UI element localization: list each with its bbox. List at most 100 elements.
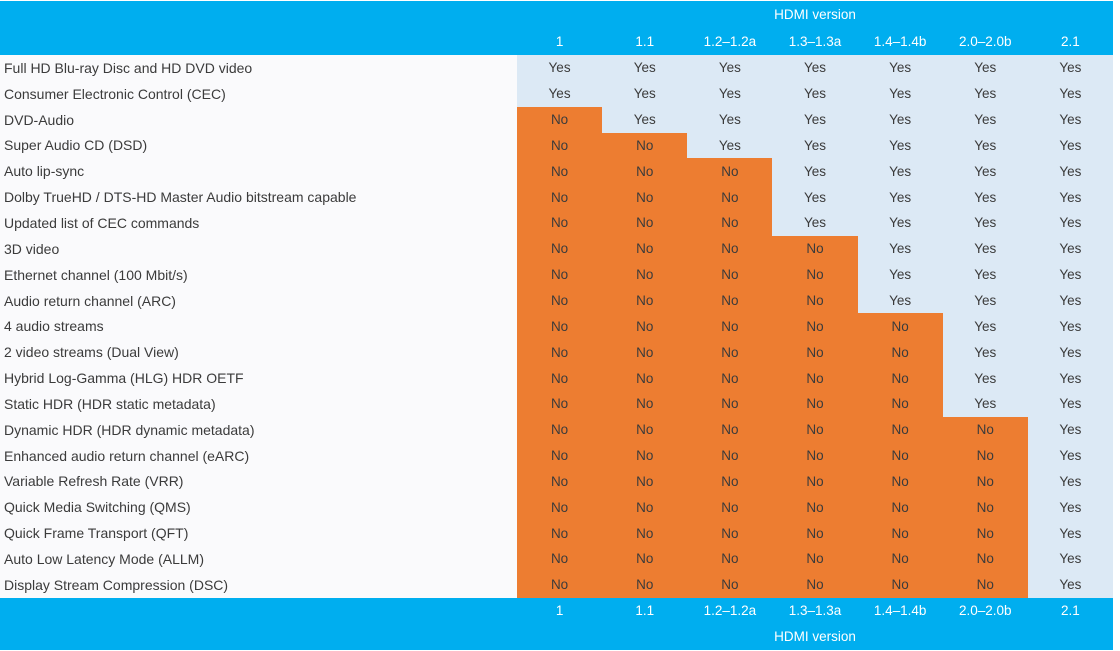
value-cell: Yes bbox=[772, 158, 858, 185]
value-cell: Yes bbox=[602, 80, 688, 107]
value-cell: Yes bbox=[942, 365, 1028, 391]
value-cell: No bbox=[857, 365, 943, 391]
feature-label: 4 audio streams bbox=[0, 313, 517, 340]
value-cell: Yes bbox=[1027, 210, 1113, 236]
table-row: Dynamic HDR (HDR dynamic metadata) No No No… bbox=[0, 416, 1113, 443]
value-cell: Yes bbox=[942, 80, 1028, 107]
column-header: 1 bbox=[555, 34, 564, 49]
feature-label: 3D video bbox=[0, 235, 517, 262]
value-cell: Yes bbox=[1027, 261, 1113, 288]
value-cell: No bbox=[517, 571, 603, 598]
feature-label: Hybrid Log-Gamma (HLG) HDR OETF bbox=[0, 365, 517, 391]
value-cell: No bbox=[687, 494, 773, 521]
value-cell: No bbox=[517, 235, 603, 262]
table-row: Enhanced audio return channel (eARC) No No… bbox=[0, 442, 1113, 469]
value-cell: No bbox=[942, 468, 1028, 495]
value-cell: Yes bbox=[772, 80, 858, 107]
column-header: 2.0–2.0b bbox=[958, 603, 1012, 619]
value-cell: Yes bbox=[857, 80, 943, 107]
column-header: 1.3–1.3a bbox=[788, 34, 842, 49]
value-cell: Yes bbox=[857, 158, 943, 185]
value-cell: No bbox=[857, 520, 943, 547]
value-cell: Yes bbox=[942, 158, 1028, 185]
value-cell: Yes bbox=[942, 313, 1028, 340]
value-cell: Yes bbox=[1027, 132, 1113, 159]
value-cell: No bbox=[687, 365, 773, 391]
value-cell: Yes bbox=[1027, 158, 1113, 185]
value-cell: Yes bbox=[857, 106, 943, 133]
column-header: 1.4–1.4b bbox=[873, 34, 927, 49]
value-cell: No bbox=[602, 339, 688, 366]
value-cell: Yes bbox=[857, 235, 943, 262]
table-row: Full HD Blu-ray Disc and HD DVD video Yes… bbox=[0, 55, 1113, 81]
value-cell: No bbox=[857, 313, 943, 340]
column-header: 1.1 bbox=[635, 603, 655, 619]
value-cell: Yes bbox=[1027, 235, 1113, 262]
value-cell: No bbox=[602, 132, 688, 159]
feature-label: Auto Low Latency Mode (ALLM) bbox=[0, 546, 517, 572]
value-cell: Yes bbox=[602, 55, 688, 81]
value-cell: No bbox=[602, 235, 688, 262]
value-cell: No bbox=[517, 184, 603, 211]
value-cell: No bbox=[602, 546, 688, 572]
value-cell: Yes bbox=[857, 132, 943, 159]
value-cell: No bbox=[942, 546, 1028, 572]
value-cell: No bbox=[942, 416, 1028, 443]
value-cell: No bbox=[602, 261, 688, 288]
header-title: HDMI version bbox=[774, 7, 856, 22]
feature-label: Ethernet channel (100 Mbit/s) bbox=[0, 261, 517, 288]
value-cell: Yes bbox=[772, 106, 858, 133]
value-cell: No bbox=[687, 442, 773, 469]
value-cell: No bbox=[517, 520, 603, 547]
column-header: 1.1 bbox=[635, 34, 655, 49]
value-cell: Yes bbox=[517, 55, 603, 81]
value-cell: Yes bbox=[1027, 287, 1113, 314]
value-cell: No bbox=[687, 235, 773, 262]
value-cell: No bbox=[857, 339, 943, 366]
feature-label: Audio return channel (ARC) bbox=[0, 287, 517, 314]
column-header: 2.0–2.0b bbox=[958, 34, 1012, 49]
value-cell: No bbox=[602, 442, 688, 469]
table-row: Dolby TrueHD / DTS-HD Master Audio bitst… bbox=[0, 184, 1113, 211]
feature-label: Dolby TrueHD / DTS-HD Master Audio bitst… bbox=[0, 184, 517, 211]
value-cell: No bbox=[687, 261, 773, 288]
value-cell: Yes bbox=[942, 210, 1028, 236]
value-cell: Yes bbox=[687, 55, 773, 81]
value-cell: No bbox=[772, 390, 858, 417]
value-cell: No bbox=[687, 184, 773, 211]
column-header: 1.2–1.2a bbox=[703, 603, 757, 619]
value-cell: No bbox=[687, 520, 773, 547]
value-cell: No bbox=[602, 468, 688, 495]
value-cell: No bbox=[517, 339, 603, 366]
value-cell: No bbox=[942, 442, 1028, 469]
feature-label: DVD-Audio bbox=[0, 106, 517, 133]
value-cell: No bbox=[517, 210, 603, 236]
header-columns-row: 1 1.1 1.2–1.2a 1.3–1.3a 1.4–1.4b 2.0–2.0b 2.1 bbox=[517, 28, 1113, 55]
value-cell: No bbox=[857, 546, 943, 572]
value-cell: No bbox=[602, 313, 688, 340]
table-row: 2 video streams (Dual View) No No No No No Yes… bbox=[0, 339, 1113, 366]
column-header: 1.3–1.3a bbox=[788, 603, 842, 619]
value-cell: Yes bbox=[1027, 416, 1113, 443]
value-cell: No bbox=[857, 468, 943, 495]
value-cell: Yes bbox=[942, 235, 1028, 262]
value-cell: No bbox=[772, 546, 858, 572]
value-cell: Yes bbox=[942, 55, 1028, 81]
value-cell: Yes bbox=[942, 339, 1028, 366]
value-cell: No bbox=[517, 442, 603, 469]
value-cell: No bbox=[772, 339, 858, 366]
value-cell: No bbox=[602, 571, 688, 598]
column-header: 2.1 bbox=[1061, 34, 1080, 49]
value-cell: Yes bbox=[1027, 106, 1113, 133]
table-row: Audio return channel (ARC) No No No No Yes Yes… bbox=[0, 287, 1113, 314]
value-cell: Yes bbox=[517, 80, 603, 107]
table-row: Quick Frame Transport (QFT) No No No No No No Y… bbox=[0, 520, 1113, 547]
value-cell: No bbox=[772, 365, 858, 391]
table-row: DVD-Audio No Yes Yes Yes Yes Yes Yes bbox=[0, 106, 1113, 133]
value-cell: Yes bbox=[772, 55, 858, 81]
column-header: 1.4–1.4b bbox=[873, 603, 927, 619]
value-cell: No bbox=[687, 416, 773, 443]
value-cell: Yes bbox=[1027, 468, 1113, 495]
feature-label: Super Audio CD (DSD) bbox=[0, 132, 517, 159]
